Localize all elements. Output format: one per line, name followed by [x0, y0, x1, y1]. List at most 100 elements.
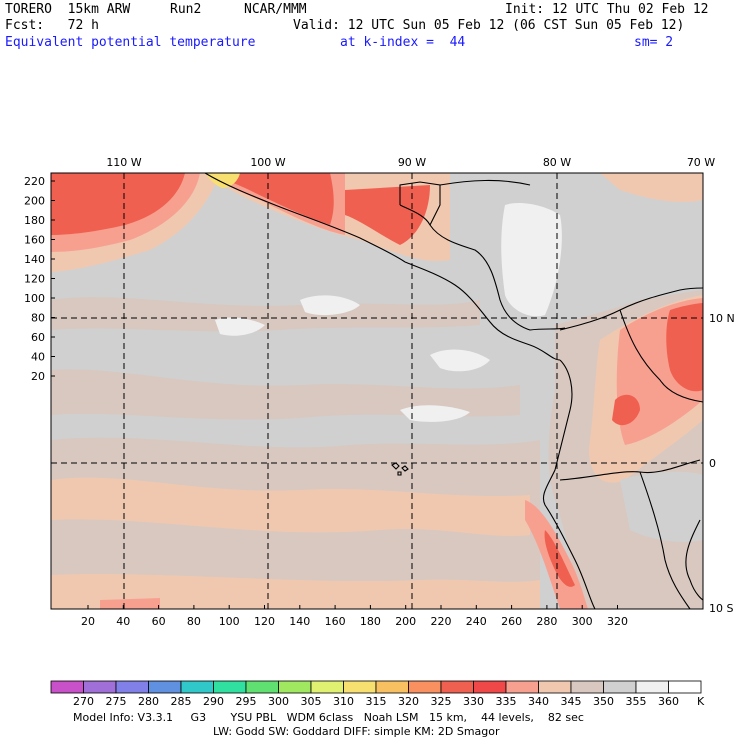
lon-label-100w: 100 W [250, 156, 285, 169]
y-tick-label: 100 [24, 292, 45, 305]
colorbar-swatch [668, 680, 702, 694]
colorbar-label: 335 [496, 695, 517, 708]
field-top-left-red [51, 173, 185, 235]
field-guatemala-red [345, 185, 430, 245]
colombia-venezuela-border [619, 309, 704, 403]
field-mexico-coast-red [210, 173, 334, 225]
y-tick-label: 80 [31, 312, 45, 325]
field-white-patch-2 [300, 295, 360, 316]
colorbar-swatch [343, 680, 377, 694]
model-info-line1: Model Info: V3.3.1 G3 YSU PBL WDM 6class… [73, 711, 584, 724]
colorbar-swatch [375, 680, 409, 694]
peru-brazil-border [639, 471, 691, 610]
x-tick-label: 120 [254, 615, 275, 628]
lon-label-70w: 70 W [687, 156, 715, 169]
colorbar-label: 305 [301, 695, 322, 708]
level-label: at k-index = 44 [340, 35, 466, 50]
run-label: Run2 [170, 2, 202, 17]
x-tick-label: 40 [116, 615, 130, 628]
y-tick-label: 60 [31, 331, 45, 344]
colorbar-swatch [180, 680, 214, 694]
top-lon-labels: 110 W 100 W 90 W 80 W 70 W [106, 156, 715, 169]
smoothing-label: sm= 2 [634, 35, 674, 50]
lat-label-10n: 10 N [709, 312, 735, 325]
colorbar-label: 275 [106, 695, 127, 708]
central-america-caribbean-coast [399, 204, 566, 331]
colorbar-label: 320 [398, 695, 419, 708]
valid-time: Valid: 12 UTC Sun 05 Feb 12 (06 CST Sun … [293, 18, 685, 33]
field-name: Equivalent potential temperature [5, 35, 256, 50]
graticule [51, 173, 703, 609]
colorbar-label: 330 [463, 695, 484, 708]
y-tick-label: 120 [24, 273, 45, 286]
colorbar-label: 345 [561, 695, 582, 708]
colorbar-label: 340 [528, 695, 549, 708]
colorbar-label: 360 [658, 695, 679, 708]
ecuador-peru-border [559, 459, 701, 481]
colorbar-swatch [473, 680, 507, 694]
map-plot-area [50, 172, 704, 610]
left-grid-ticks: 220 200 180 160 140 120 100 80 60 40 20 [24, 175, 55, 383]
model-name: TORERO 15km ARW [5, 2, 131, 17]
central-america-coastline [404, 261, 561, 361]
field-band-north-tan [51, 297, 480, 332]
colorbar-label: 270 [73, 695, 94, 708]
field-amazon-gray [620, 471, 703, 542]
lon-label-80w: 80 W [543, 156, 571, 169]
colorbar: 270 275 280 285 290 295 300 305 310 315 320 325 330 3… [50, 680, 702, 708]
colorbar-swatch [603, 680, 637, 694]
right-lat-labels: 10 N 0 10 S [709, 312, 735, 615]
map-frame [50, 172, 704, 610]
model-info-line2: LW: Godd SW: Goddard DIFF: simple KM: 2D… [213, 725, 500, 738]
colorbar-label: 325 [431, 695, 452, 708]
colorbar-swatch [245, 680, 279, 694]
field-peru-coast-red [544, 530, 575, 587]
colorbar-swatch [213, 680, 247, 694]
x-tick-label: 240 [466, 615, 487, 628]
field-white-patch-3 [430, 349, 490, 372]
x-tick-label: 280 [536, 615, 557, 628]
y-tick-label: 40 [31, 351, 45, 364]
colorbar-label: 350 [593, 695, 614, 708]
mexico-coastline [204, 172, 406, 263]
colorbar-swatch [310, 680, 344, 694]
y-tick-label: 220 [24, 175, 45, 188]
colorbar-swatch [570, 680, 604, 694]
field-caribbean-white [501, 203, 562, 317]
x-tick-label: 220 [431, 615, 452, 628]
field-white-patch-1 [215, 317, 265, 336]
field-band-bottom-salmon [100, 598, 160, 609]
lat-label-10s: 10 S [709, 602, 733, 615]
lon-label-110w: 110 W [106, 156, 141, 169]
colorbar-swatch [635, 680, 669, 694]
y-tick-label: 20 [31, 370, 45, 383]
lon-label-90w: 90 W [398, 156, 426, 169]
x-tick-label: 320 [607, 615, 628, 628]
yucatan-coast [399, 181, 441, 226]
x-tick-label: 180 [360, 615, 381, 628]
colorbar-label: 310 [333, 695, 354, 708]
y-tick-label: 160 [24, 234, 45, 247]
x-tick-label: 100 [219, 615, 240, 628]
colorbar-swatch [83, 680, 117, 694]
field-andes-red-1 [666, 303, 703, 392]
org-label: NCAR/MMM [244, 2, 307, 17]
field-yellow-patch [205, 173, 240, 188]
x-tick-label: 300 [572, 615, 593, 628]
colorbar-swatch [50, 680, 84, 694]
colorbar-label: 300 [268, 695, 289, 708]
x-tick-label: 200 [395, 615, 416, 628]
colorbar-label: 285 [171, 695, 192, 708]
x-tick-label: 60 [152, 615, 166, 628]
coastlines [204, 172, 704, 610]
bottom-grid-ticks: 20 40 60 80 100 120 140 160 180 200 220 240 260 280 30… [81, 605, 628, 628]
y-tick-label: 180 [24, 214, 45, 227]
colorbar-label: 295 [236, 695, 257, 708]
colorbar-swatch [115, 680, 149, 694]
colorbar-swatch [148, 680, 182, 694]
x-tick-label: 160 [325, 615, 346, 628]
x-tick-label: 20 [81, 615, 95, 628]
colorbar-swatch [505, 680, 539, 694]
colorbar-swatch [538, 680, 572, 694]
